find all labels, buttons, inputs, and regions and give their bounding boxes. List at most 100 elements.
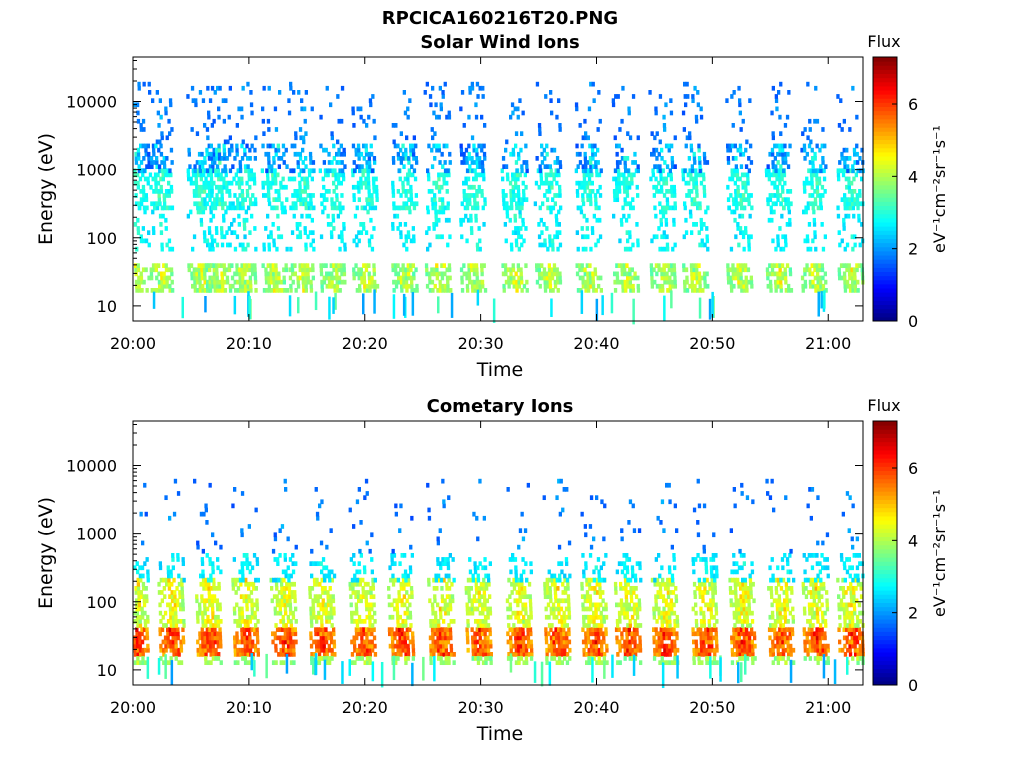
flux-cell [558,275,562,281]
flux-cell [460,234,464,240]
flux-cell [440,598,445,604]
flux-cell [173,478,178,484]
flux-cell [243,226,247,231]
flux-cell [163,168,167,174]
flux-cell [483,123,487,128]
colorbar-step [873,222,897,227]
flux-cell [578,123,582,128]
flux-cell [655,271,659,277]
flux-cell [369,586,373,591]
flux-cell [705,160,710,165]
flux-cell [141,226,145,231]
flux-cell [337,151,341,157]
flux-cell [441,205,445,211]
flux-cell [428,94,433,99]
flux-cell [478,288,483,293]
flux-cell [289,205,293,211]
flux-cell [250,610,255,616]
flux-cell [281,209,285,215]
flux-cell [465,201,469,207]
flux-cell [597,90,601,95]
flux-cell [788,222,792,227]
flux-cell [139,123,143,128]
flux-cell [248,295,251,320]
flux-cell [217,581,221,587]
flux-cell [478,631,482,637]
flux-cell [789,288,794,293]
flux-cell [786,197,790,203]
flux-cell [406,267,411,273]
flux-cell [474,581,478,587]
flux-cell [236,201,240,207]
flux-cell [484,581,489,587]
flux-cell [596,275,600,281]
flux-cell [261,143,265,149]
flux-cell [315,577,319,583]
flux-cell [620,271,624,277]
flux-cell [140,639,145,645]
flux-cell [809,139,813,145]
flux-cell [254,279,258,285]
flux-cell [555,193,560,198]
flux-cell [362,631,366,637]
flux-cell [291,553,295,558]
flux-cell [324,610,329,616]
flux-cell [219,569,223,575]
flux-cell [200,594,204,600]
flux-cell [441,639,445,645]
flux-cell [215,151,219,157]
flux-cell [246,279,250,285]
flux-cell [398,643,403,649]
flux-cell [256,639,260,645]
flux-cell [284,647,288,653]
flux-cell [253,614,257,620]
flux-cell [342,176,346,182]
flux-cell [279,180,283,186]
flux-cell [167,193,171,198]
flux-cell [220,197,224,203]
flux-cell [135,606,139,612]
flux-cell [362,639,367,645]
flux-cell [481,606,485,612]
flux-cell [147,81,151,87]
flux-cell [438,288,443,293]
flux-cell [471,647,475,653]
flux-cell [631,288,635,293]
flux-cell [169,569,173,575]
flux-cell [746,172,750,178]
flux-cell [804,209,808,215]
flux-cell [359,114,363,120]
flux-cell [622,213,626,219]
flux-cell [449,635,453,641]
flux-cell [698,201,702,207]
flux-cell [310,586,315,591]
flux-cell [368,288,372,293]
flux-cell [628,230,632,236]
flux-cell [332,275,337,281]
flux-cell [766,197,770,203]
flux-cell [515,288,519,293]
flux-cell [148,172,153,178]
flux-cell [673,164,677,170]
flux-cell [669,98,673,104]
flux-cell [317,643,321,649]
flux-cell [138,643,142,649]
flux-cell [266,172,270,178]
flux-cell [433,131,437,137]
flux-cell [668,205,672,211]
flux-cell [316,602,320,608]
flux-cell [134,193,138,198]
flux-cell [744,279,749,285]
flux-cell [663,160,667,165]
flux-cell [180,577,184,583]
colorbar-step [873,160,897,165]
flux-cell [208,602,212,608]
flux-cell [360,164,364,170]
flux-cell [209,168,213,174]
flux-cell [214,623,218,628]
flux-cell [509,114,513,120]
flux-cell [390,602,394,608]
flux-cell [167,238,172,244]
flux-cell [474,217,478,223]
flux-cell [823,234,827,240]
